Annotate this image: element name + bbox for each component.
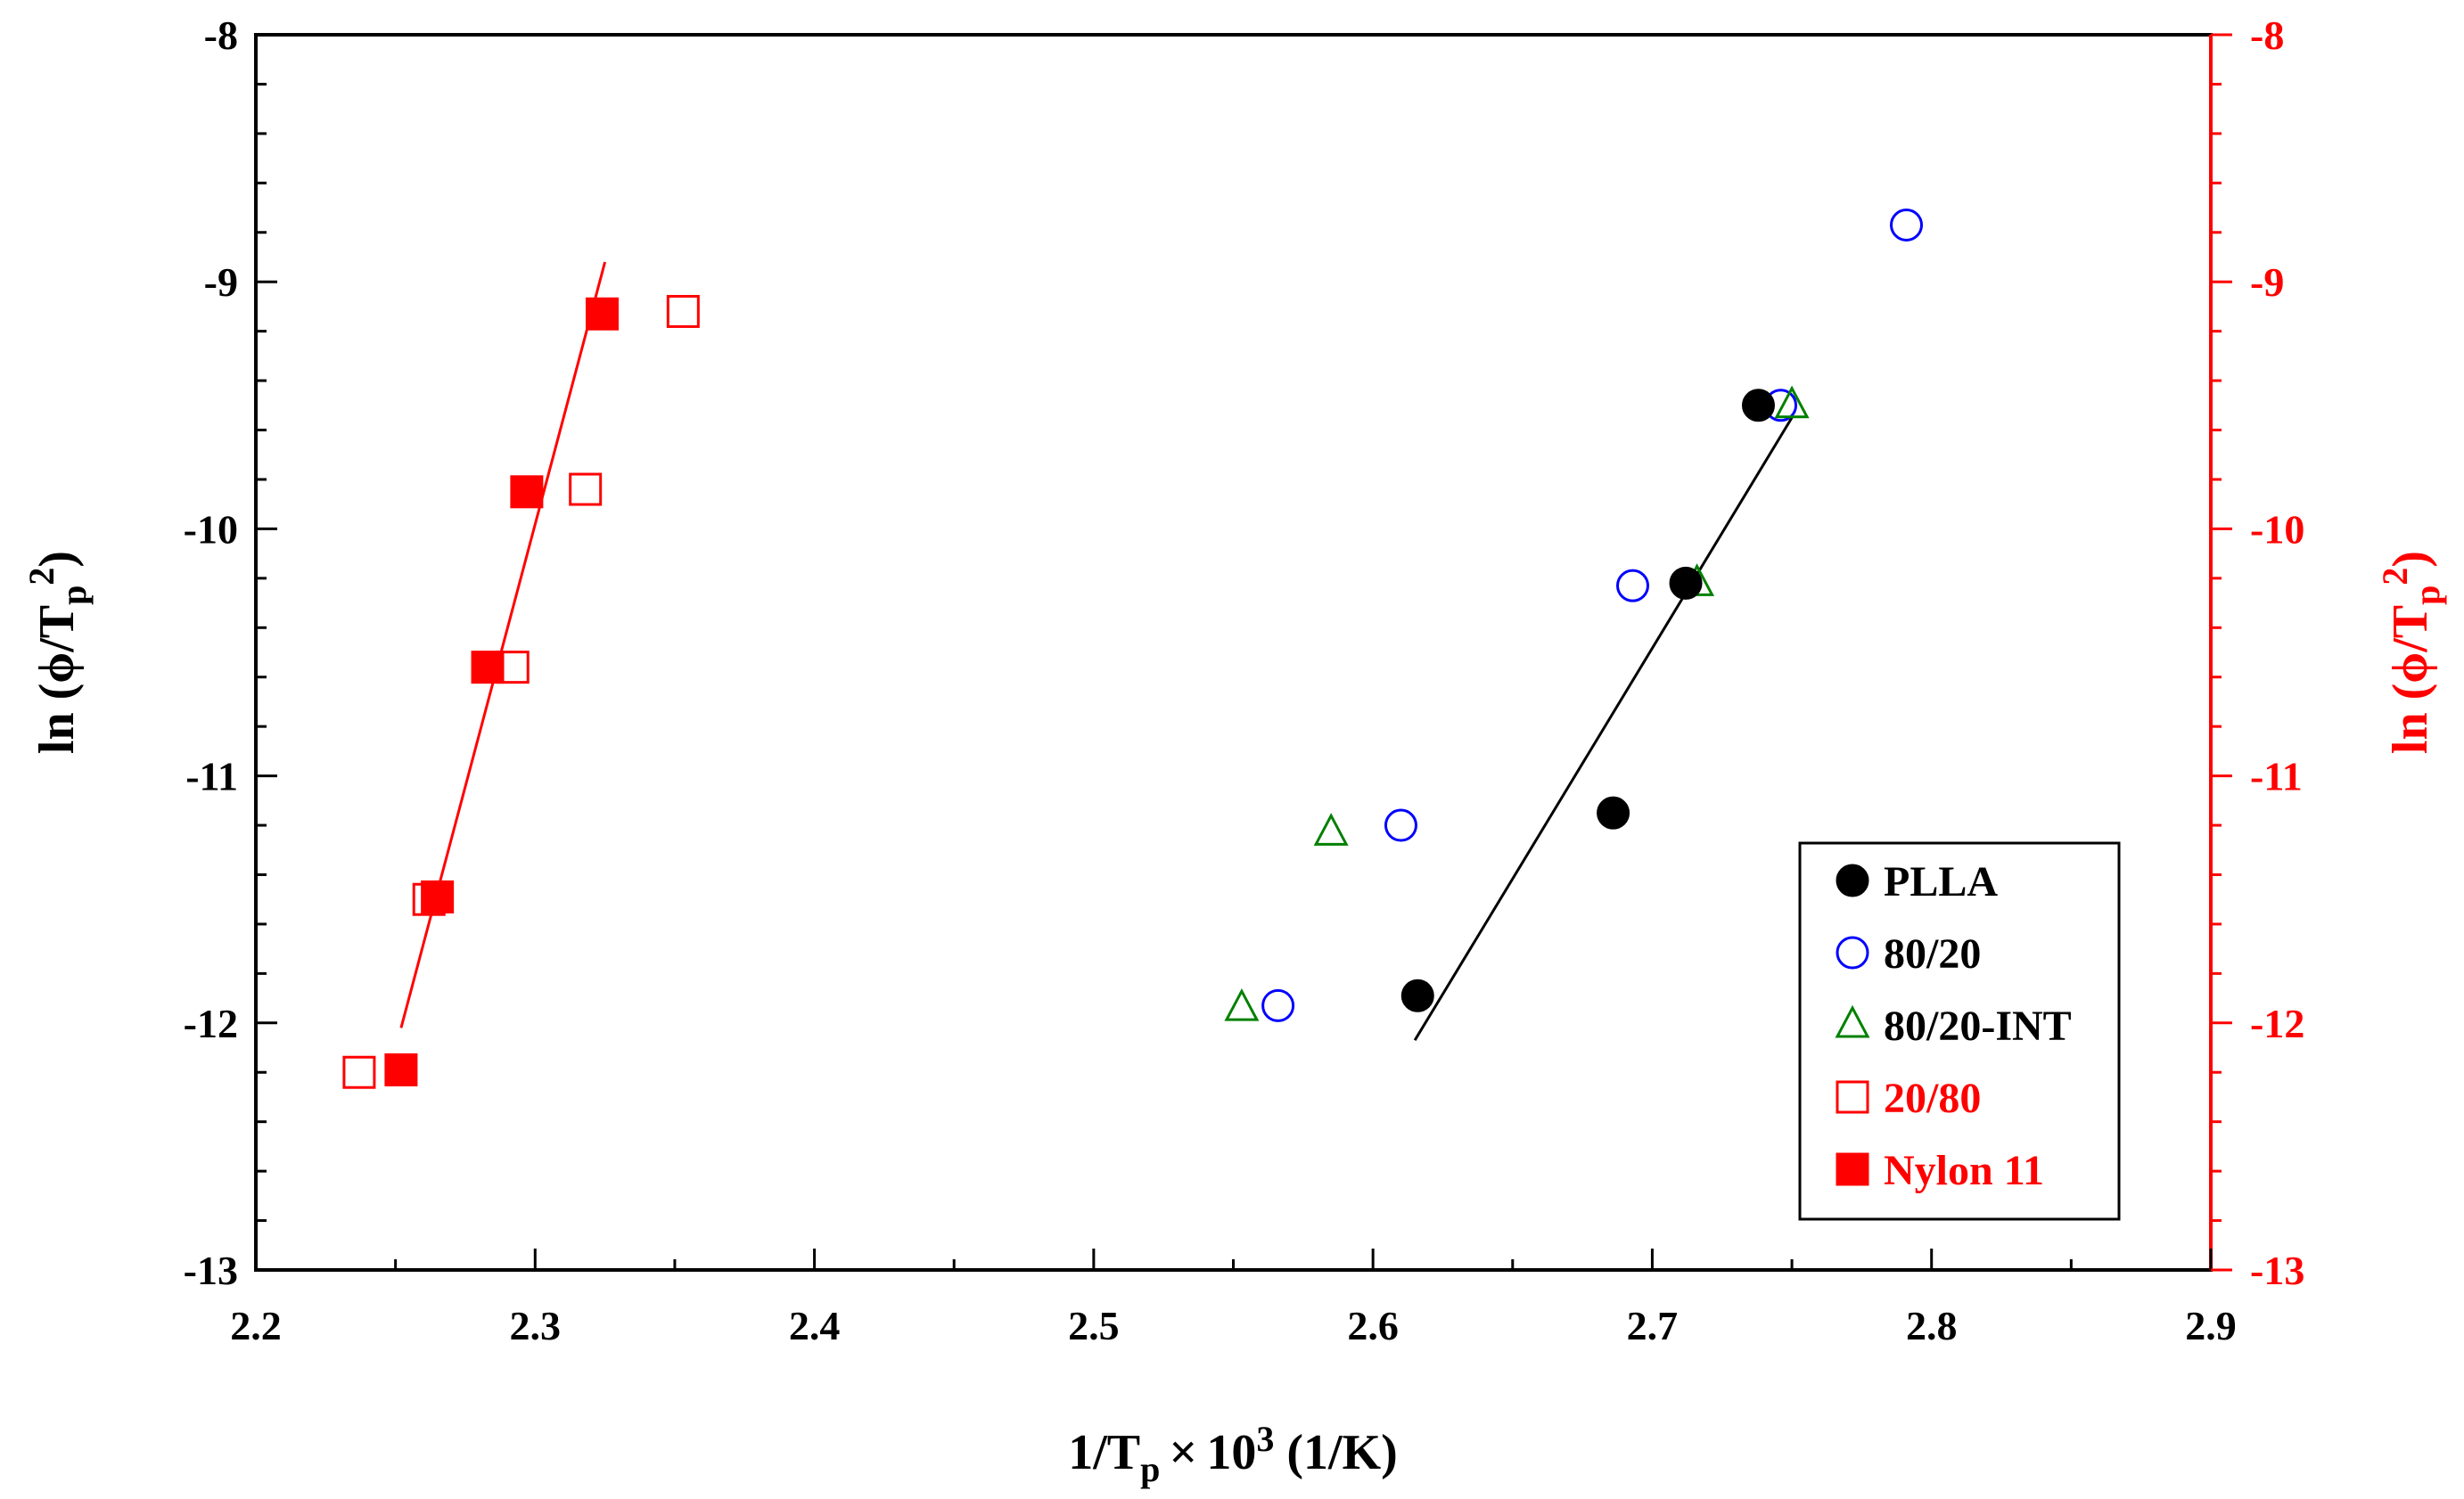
point-20-80 [666, 294, 700, 328]
data-markers [342, 208, 1924, 1089]
y-left-tick-label: -8 [204, 12, 238, 58]
y-left-title-pre: ln (ϕ/T [29, 605, 85, 754]
y-left-tick-label: -12 [184, 1001, 238, 1046]
y-right-tick-label: -13 [2250, 1248, 2304, 1293]
legend-marker-nylon-11 [1836, 1152, 1869, 1186]
y-right-tick-label: -9 [2250, 259, 2284, 305]
y-left-axis-title: ln (ϕ/Tp2) [21, 551, 94, 754]
x-tick-label: 2.4 [789, 1303, 841, 1348]
legend-marker-plla [1836, 864, 1869, 897]
legend-marker-20-80 [1836, 1080, 1869, 1114]
y-right-tick-label: -11 [2250, 754, 2303, 799]
y-left-tick-label: -10 [184, 506, 238, 552]
point-nylon-11 [471, 651, 505, 684]
legend-marker-80-20-int [1835, 1004, 1870, 1038]
x-axis-title-main: 1/T [1068, 1425, 1140, 1480]
legend-label-nylon-11: Nylon 11 [1884, 1147, 2044, 1194]
legend-label-plla: PLLA [1884, 858, 1998, 905]
point-nylon-11 [585, 297, 619, 331]
y-left-title-post: ) [29, 551, 85, 568]
y-left-tick-label: -11 [185, 754, 238, 799]
point-plla [1669, 566, 1703, 600]
x-tick-label: 2.5 [1068, 1303, 1120, 1348]
y-left-tick-label: -13 [184, 1248, 238, 1293]
y-right-tick-label: -12 [2250, 1001, 2304, 1046]
y-right-title-post: ) [2383, 551, 2438, 568]
legend-items: PLLA 80/20 80/20-INT 20/80 Nylon 11 [1835, 858, 2072, 1194]
point-plla [1597, 796, 1630, 830]
point-nylon-11 [510, 475, 544, 509]
x-axis-ticks: 2.2 2.3 2.4 2.5 2.6 2.7 2.8 2.9 [230, 1249, 2237, 1348]
x-axis-title: 1/Tp × 103 (1/K) [1068, 1419, 1398, 1489]
legend: PLLA 80/20 80/20-INT 20/80 Nylon 11 [1798, 841, 2121, 1221]
point-plla [1400, 979, 1434, 1012]
y-right-title-pre: ln (ϕ/T [2383, 605, 2438, 754]
y-right-tick-label: -10 [2250, 506, 2304, 552]
point-20-80 [342, 1055, 376, 1089]
x-tick-label: 2.8 [1906, 1303, 1958, 1348]
x-axis-title-base: 10 [1206, 1425, 1256, 1480]
point-nylon-11 [421, 880, 455, 913]
point-80-20-int [1774, 385, 1810, 419]
legend-marker-80-20 [1836, 936, 1869, 970]
x-axis-title-sup: 3 [1256, 1419, 1274, 1459]
y-right-axis-title: ln (ϕ/Tp2) [2375, 551, 2447, 754]
y-right-title-sup: 2 [2375, 568, 2415, 586]
point-80-20 [1384, 808, 1417, 842]
legend-label-80-20: 80/20 [1884, 930, 1981, 978]
y-left-title-sup: 2 [21, 568, 62, 586]
point-nylon-11 [384, 1053, 418, 1086]
x-tick-label: 2.9 [2185, 1303, 2237, 1348]
x-tick-label: 2.3 [510, 1303, 562, 1348]
x-axis-title-sub: p [1140, 1449, 1160, 1489]
y-left-tick-label: -9 [204, 259, 238, 305]
x-tick-label: 2.7 [1627, 1303, 1679, 1348]
point-80-20 [1615, 569, 1649, 602]
y-right-axis-ticks: -13 -12 -11 -10 -9 -8 [2211, 12, 2304, 1293]
x-tick-label: 2.6 [1347, 1303, 1399, 1348]
point-80-20 [1261, 988, 1295, 1022]
y-left-axis-ticks: -13 -12 -11 -10 -9 -8 [184, 12, 277, 1293]
y-right-title-sub: p [2407, 586, 2447, 605]
y-left-title-sub: p [53, 586, 94, 605]
x-axis-title-unit: (1/K) [1286, 1425, 1397, 1480]
legend-label-80-20-int: 80/20-INT [1884, 1003, 2072, 1050]
fit-line [1413, 416, 1794, 1041]
point-80-20-int [1224, 987, 1260, 1021]
point-80-20-int [1313, 813, 1349, 846]
point-80-20 [1890, 208, 1924, 242]
x-axis-title-times: × [1169, 1425, 1197, 1480]
y-right-tick-label: -8 [2250, 12, 2284, 58]
point-20-80 [569, 472, 603, 506]
point-plla [1741, 389, 1775, 422]
x-tick-label: 2.2 [230, 1303, 282, 1348]
legend-label-20-80: 20/80 [1884, 1075, 1981, 1122]
